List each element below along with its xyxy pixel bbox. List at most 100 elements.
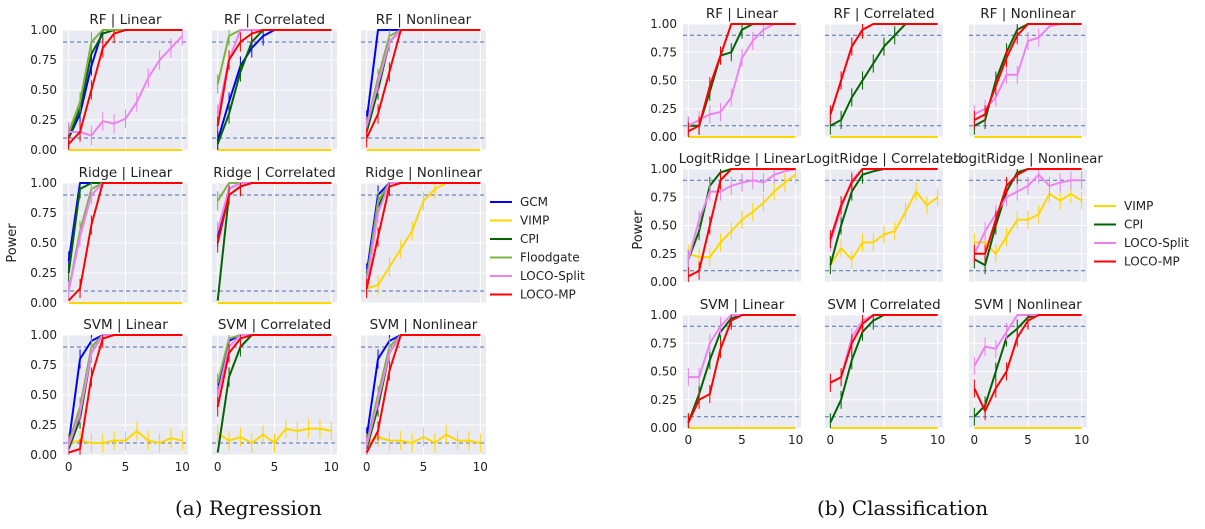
x-tick-label: 5 [420, 460, 428, 474]
y-tick-label: 0.75 [30, 206, 57, 220]
legend-label-vimp: VIMP [1124, 199, 1153, 213]
panel-title: SVM | Nonlinear [370, 317, 478, 333]
legend-label-cpi: CPI [520, 232, 539, 246]
legend-label-loco-mp: LOCO-MP [520, 288, 576, 302]
y-tick-label: 1.00 [650, 17, 677, 31]
cls-panel-rf-linear: RF | Linear 0.00 0.25 0.50 0.75 1.00 [650, 6, 801, 144]
series-line-loco-mp [973, 23, 1082, 121]
series-line-loco-mp [67, 182, 183, 302]
panel-title: SVM | Linear [700, 297, 785, 313]
reg-panel-rf-linear: RF | Linear 0.00 0.25 0.50 0.75 1.00 [30, 12, 188, 157]
cls-panel-logitridge-linear: LogitRidge | Linear 0.00 0.25 0.50 0.75 1.00 [650, 151, 806, 289]
y-tick-label: 0.75 [650, 190, 677, 204]
y-tick-label: 0.75 [650, 336, 677, 350]
x-tick-label: 10 [788, 433, 803, 447]
y-tick-label: 1.00 [650, 162, 677, 176]
reg-panel-svm-correlated: SVM | Correlated 0 5 10 [212, 317, 339, 474]
cls-panel-svm-nonlinear: SVM | Nonlinear 0 5 10 [969, 297, 1089, 447]
reg-y-axis-label: Power [5, 223, 20, 263]
cls-panel-logitridge-nonlinear: LogitRidge | Nonlinear [953, 151, 1103, 283]
cls-panel-rf-correlated: RF | Correlated [825, 6, 943, 138]
y-tick-label: 0.00 [30, 296, 57, 310]
series-line-loco-mp [974, 168, 1082, 255]
series-line-loco-mp [216, 182, 332, 244]
series-line-loco-mp [216, 29, 332, 127]
x-tick-label: 5 [738, 433, 746, 447]
y-tick-label: 1.00 [650, 308, 677, 322]
y-tick-label: 0.50 [650, 219, 677, 233]
y-tick-label: 0.50 [30, 388, 57, 402]
reg-panel-ridge-linear: Ridge | Linear 0.00 0.25 0.50 0.75 1.00 [30, 165, 188, 310]
panel-title: LogitRidge | Correlated [806, 151, 962, 167]
x-tick-label: 5 [1024, 433, 1032, 447]
y-tick-label: 0.00 [650, 130, 677, 144]
x-tick-label: 0 [685, 433, 693, 447]
panel-title: RF | Nonlinear [980, 6, 1076, 22]
reg-panel-svm-linear: SVM | Linear 0.00 0.25 0.50 0.75 1.00 0 5 10 [30, 317, 190, 474]
x-tick-label: 10 [324, 460, 339, 474]
x-tick-label: 10 [175, 460, 190, 474]
panel-title: Ridge | Linear [79, 165, 173, 181]
panel-title: RF | Linear [706, 6, 779, 22]
y-tick-label: 0.25 [650, 247, 677, 261]
series-line-loco-mp [67, 29, 183, 145]
panel-title: Ridge | Correlated [213, 165, 335, 181]
cls-panel-svm-linear: SVM | Linear 0.00 0.25 0.50 0.75 1.00 0 5 10 [650, 297, 803, 447]
y-tick-label: 0.00 [650, 275, 677, 289]
cls-panel-svm-correlated: SVM | Correlated 0 5 10 [825, 297, 945, 447]
reg-panel-rf-correlated: RF | Correlated [212, 12, 337, 151]
panel-title: SVM | Linear [83, 317, 168, 333]
series-line-loco-mp [687, 314, 796, 423]
cls-legend: VIMP CPI LOCO-Split LOCO-MP [1094, 199, 1189, 269]
panel-title: RF | Linear [89, 12, 162, 28]
y-tick-label: 0.75 [30, 358, 57, 372]
caption-classification: (b) Classification [817, 496, 989, 520]
legend-label-loco-mp: LOCO-MP [1124, 255, 1180, 269]
cls-panel-logitridge-correlated: LogitRidge | Correlated [806, 151, 962, 283]
reg-legend: GCM VIMP CPI Floodgate LOCO-Split LOCO-MP [490, 195, 585, 302]
y-tick-label: 0.00 [30, 143, 57, 157]
y-tick-label: 0.25 [650, 102, 677, 116]
x-tick-label: 10 [473, 460, 488, 474]
x-tick-label: 10 [1074, 433, 1089, 447]
legend-label-cpi: CPI [1124, 218, 1143, 232]
x-tick-label: 10 [930, 433, 945, 447]
y-tick-label: 0.25 [650, 393, 677, 407]
series-line-loco-mp [687, 23, 796, 133]
panel-title: Ridge | Nonlinear [365, 165, 482, 181]
panel-title: RF | Nonlinear [376, 12, 472, 28]
reg-panel-svm-nonlinear: SVM | Nonlinear 0 5 10 [361, 317, 488, 474]
panel-title: SVM | Correlated [827, 297, 940, 313]
panel-title: SVM | Nonlinear [974, 297, 1082, 313]
panel-title: LogitRidge | Nonlinear [953, 151, 1103, 167]
legend-label-loco-split: LOCO-Split [1124, 236, 1189, 250]
y-tick-label: 0.25 [30, 266, 57, 280]
x-tick-label: 5 [271, 460, 279, 474]
legend-label-loco-split: LOCO-Split [520, 269, 585, 283]
y-tick-label: 0.25 [30, 418, 57, 432]
x-tick-label: 5 [122, 460, 130, 474]
y-tick-label: 0.00 [650, 421, 677, 435]
y-tick-label: 1.00 [30, 176, 57, 190]
panel-title: LogitRidge | Linear [679, 151, 806, 167]
series-line-loco-mp [365, 29, 481, 139]
y-tick-label: 0.00 [30, 448, 57, 462]
y-tick-label: 1.00 [30, 328, 57, 342]
caption-regression: (a) Regression [175, 496, 322, 520]
y-tick-label: 0.75 [650, 45, 677, 59]
x-tick-label: 0 [827, 433, 835, 447]
cls-panel-rf-nonlinear: RF | Nonlinear [969, 6, 1087, 138]
y-tick-label: 1.00 [30, 23, 57, 37]
x-tick-label: 0 [363, 460, 371, 474]
y-tick-label: 0.50 [650, 365, 677, 379]
series-line-loco-mp [365, 182, 481, 289]
y-tick-label: 0.50 [30, 236, 57, 250]
legend-label-vimp: VIMP [520, 214, 549, 228]
reg-panel-ridge-correlated: Ridge | Correlated [212, 165, 337, 304]
cls-y-axis-label: Power [631, 210, 646, 250]
series-line-loco-mp [68, 334, 183, 454]
panel-title: SVM | Correlated [218, 317, 331, 333]
x-tick-label: 0 [971, 433, 979, 447]
series-line-loco-mp [829, 168, 938, 240]
